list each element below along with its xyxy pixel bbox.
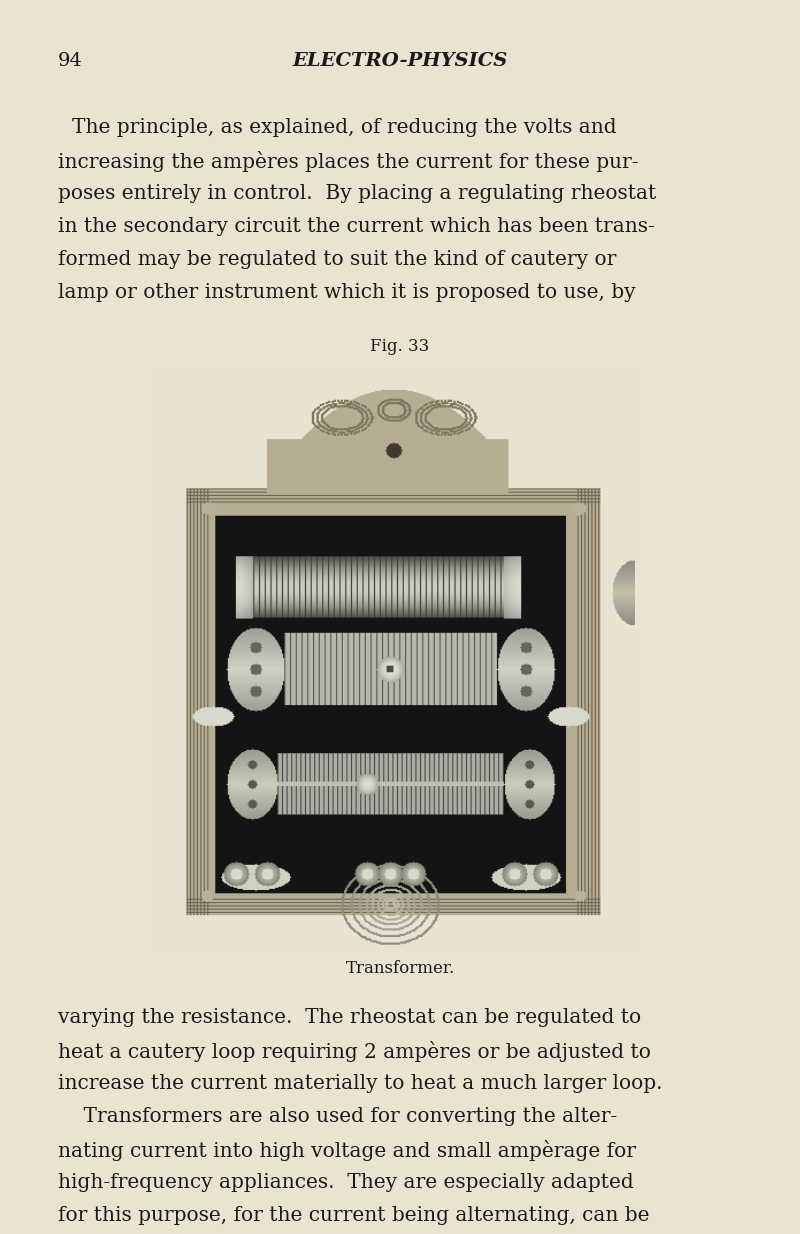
Text: formed may be regulated to suit the kind of cautery or: formed may be regulated to suit the kind…: [58, 251, 616, 269]
Text: varying the resistance.  The rheostat can be regulated to: varying the resistance. The rheostat can…: [58, 1008, 641, 1027]
Text: The principle, as explained, of reducing the volts and: The principle, as explained, of reducing…: [72, 118, 617, 137]
Text: heat a cautery loop requiring 2 ampères or be adjusted to: heat a cautery loop requiring 2 ampères …: [58, 1041, 651, 1062]
Text: high-frequency appliances.  They are especially adapted: high-frequency appliances. They are espe…: [58, 1174, 634, 1192]
Text: 94: 94: [58, 52, 83, 70]
Text: Transformer.: Transformer.: [346, 960, 454, 977]
Text: Transformers are also used for converting the alter-: Transformers are also used for convertin…: [58, 1107, 618, 1125]
Text: Fig. 33: Fig. 33: [370, 338, 430, 355]
Text: poses entirely in control.  By placing a regulating rheostat: poses entirely in control. By placing a …: [58, 184, 656, 204]
Text: lamp or other instrument which it is proposed to use, by: lamp or other instrument which it is pro…: [58, 283, 636, 302]
Text: increase the current materially to heat a much larger loop.: increase the current materially to heat …: [58, 1074, 662, 1093]
Text: increasing the ampères places the current for these pur-: increasing the ampères places the curren…: [58, 151, 638, 172]
Text: nating current into high voltage and small ampèrage for: nating current into high voltage and sma…: [58, 1140, 636, 1161]
Text: for this purpose, for the current being alternating, can be: for this purpose, for the current being …: [58, 1206, 650, 1225]
Text: in the secondary circuit the current which has been trans-: in the secondary circuit the current whi…: [58, 217, 654, 236]
Text: ELECTRO-PHYSICS: ELECTRO-PHYSICS: [292, 52, 508, 70]
